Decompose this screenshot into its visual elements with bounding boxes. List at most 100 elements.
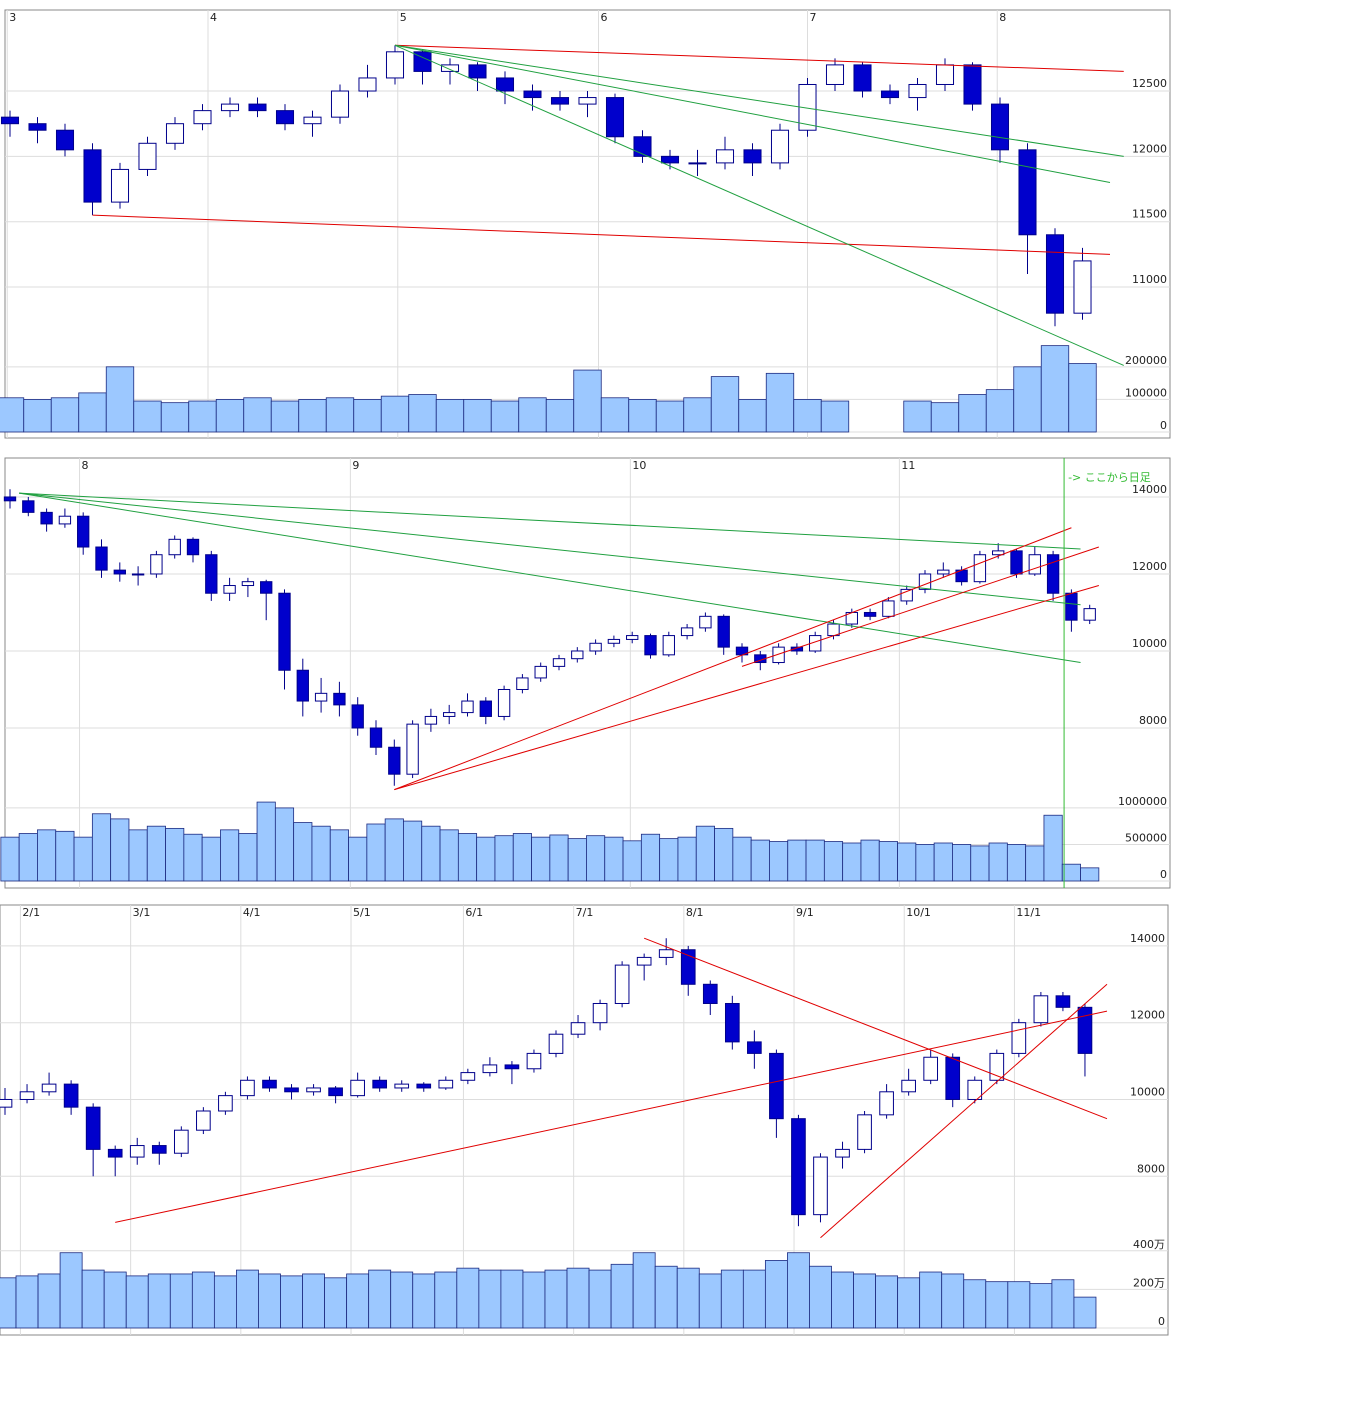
- candle-body: [570, 1022, 586, 1035]
- volume-bar: [293, 822, 313, 882]
- volume-bar: [18, 833, 38, 882]
- volume-bar: [105, 366, 135, 433]
- volume-bar: [390, 1271, 414, 1329]
- candle-body: [717, 615, 730, 648]
- volume-bar: [368, 1269, 392, 1329]
- candle-body: [1083, 608, 1096, 621]
- candle-body: [196, 1110, 211, 1131]
- volume-bar: [985, 389, 1015, 433]
- y-tick-label: 14000: [1132, 483, 1167, 496]
- x-tick-label: 2/1: [22, 906, 40, 919]
- candle-body: [1011, 1022, 1027, 1054]
- volume-tick-label: 100000: [1125, 386, 1167, 399]
- candle-body: [791, 1118, 806, 1216]
- panel: [4, 457, 1171, 889]
- candle-body: [945, 1056, 961, 1100]
- volume-bar: [236, 1269, 259, 1329]
- volume-bar: [270, 400, 300, 433]
- candle-body: [592, 1002, 608, 1024]
- volume-bar: [1007, 1281, 1031, 1329]
- candle-body: [879, 1091, 894, 1116]
- volume-bar: [302, 1273, 325, 1329]
- volume-tick-label: 0: [1158, 1315, 1165, 1328]
- volume-bar: [695, 825, 715, 882]
- candle-body: [22, 500, 35, 513]
- volume-bar: [215, 399, 245, 433]
- volume-bar: [463, 399, 492, 433]
- y-tick-label: 10000: [1132, 637, 1167, 650]
- volume-bar: [958, 394, 987, 433]
- candle-body: [131, 573, 145, 576]
- x-tick-label: 8: [82, 459, 89, 472]
- candle-body: [19, 1091, 35, 1100]
- candle-body: [857, 1114, 872, 1150]
- volume-bar: [654, 1265, 678, 1329]
- volume-bar: [566, 1267, 590, 1329]
- candle-body: [633, 136, 652, 157]
- volume-bar: [941, 1273, 965, 1329]
- x-tick-label: 4/1: [243, 906, 261, 919]
- candle-body: [589, 642, 602, 652]
- candle-body: [440, 64, 460, 72]
- candle-body: [935, 64, 955, 85]
- volume-bar: [37, 829, 57, 882]
- volume-bar: [742, 1269, 766, 1329]
- volume-bar: [632, 1252, 656, 1329]
- volume-bar: [346, 1273, 370, 1329]
- candle-body: [358, 77, 377, 92]
- candle-body: [63, 1083, 79, 1108]
- candle-body: [482, 1064, 498, 1074]
- volume-bar: [915, 844, 935, 882]
- volume-bar: [37, 1273, 61, 1329]
- trendline: [394, 527, 1072, 791]
- volume-bar: [238, 833, 258, 882]
- y-tick-label: 12500: [1132, 77, 1167, 90]
- candle-body: [240, 1079, 255, 1097]
- candle-body: [626, 635, 639, 640]
- volume-bar: [439, 829, 459, 882]
- volume-bar: [110, 818, 130, 882]
- candle-body: [937, 569, 950, 575]
- volume-bar: [421, 825, 441, 882]
- volume-bar: [435, 399, 465, 433]
- candle-body: [424, 715, 438, 725]
- volume-bar: [457, 833, 478, 882]
- candle-body: [660, 155, 680, 164]
- candle-body: [303, 116, 322, 125]
- volume-bar: [683, 397, 712, 433]
- volume-bar: [324, 1277, 348, 1329]
- volume-bar: [1073, 1296, 1097, 1329]
- volume-bar: [500, 1269, 524, 1329]
- candle-body: [385, 51, 405, 79]
- candle-body: [129, 1145, 145, 1158]
- volume-bar: [930, 402, 960, 433]
- volume-bar: [1051, 1279, 1075, 1329]
- trendline: [394, 44, 1124, 366]
- candle-body: [680, 949, 696, 985]
- volume-bar: [201, 836, 221, 882]
- volume-bar: [820, 400, 850, 433]
- volume-bar: [738, 399, 767, 433]
- volume-bar: [213, 1275, 237, 1329]
- candle-body: [790, 646, 804, 652]
- volume-bar: [588, 1269, 612, 1329]
- candle-body: [989, 1052, 1005, 1081]
- volume-bar: [490, 400, 520, 433]
- x-tick-label: 11: [901, 459, 915, 472]
- candle-body: [990, 103, 1010, 151]
- volume-bar: [985, 1281, 1009, 1329]
- volume-bar: [573, 369, 602, 433]
- volume-bar: [1043, 814, 1063, 882]
- candle-body: [138, 142, 157, 170]
- volume-bar: [348, 836, 368, 882]
- candle-body: [853, 64, 872, 92]
- volume-bar: [604, 836, 624, 882]
- candle-body: [107, 1148, 123, 1158]
- trendline: [19, 492, 1081, 606]
- volume-bar: [456, 1267, 480, 1329]
- volume-bar: [714, 827, 734, 882]
- candle-body: [813, 1156, 828, 1216]
- candle-body: [534, 665, 547, 679]
